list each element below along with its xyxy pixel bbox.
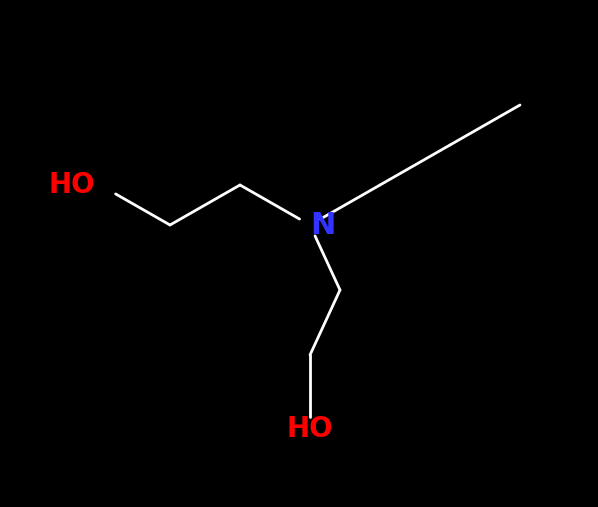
Text: HO: HO <box>286 415 333 443</box>
Text: N: N <box>310 210 335 239</box>
Text: HO: HO <box>48 171 95 199</box>
